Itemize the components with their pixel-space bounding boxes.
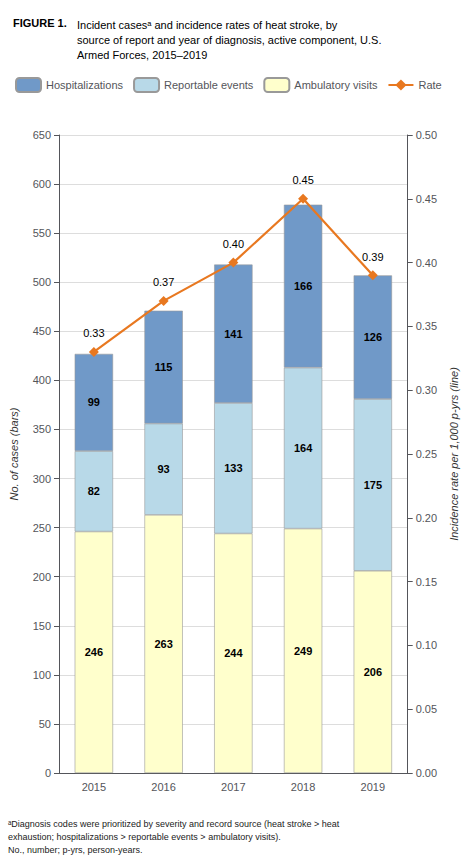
svg-text:2018: 2018	[291, 781, 315, 793]
svg-text:ᵃDiagnosis codes were prioriti: ᵃDiagnosis codes were prioritized by sev…	[8, 819, 340, 829]
svg-text:200: 200	[33, 571, 51, 583]
svg-text:206: 206	[364, 666, 382, 678]
svg-text:82: 82	[88, 485, 100, 497]
svg-text:0.15: 0.15	[416, 576, 437, 588]
svg-text:126: 126	[364, 331, 382, 343]
svg-text:93: 93	[157, 463, 169, 475]
svg-text:0.33: 0.33	[83, 327, 104, 339]
svg-text:0.35: 0.35	[416, 320, 437, 332]
svg-text:50: 50	[39, 718, 51, 730]
svg-text:246: 246	[85, 646, 103, 658]
svg-text:0.10: 0.10	[416, 639, 437, 651]
svg-text:115: 115	[155, 361, 173, 373]
svg-text:0.30: 0.30	[416, 384, 437, 396]
svg-text:0.39: 0.39	[362, 251, 383, 263]
svg-text:0.05: 0.05	[416, 703, 437, 715]
svg-text:Reportable events: Reportable events	[164, 79, 254, 91]
svg-text:500: 500	[33, 276, 51, 288]
svg-text:133: 133	[224, 462, 242, 474]
svg-text:0.45: 0.45	[416, 193, 437, 205]
svg-text:Ambulatory visits: Ambulatory visits	[294, 79, 378, 91]
svg-text:0.25: 0.25	[416, 448, 437, 460]
svg-text:244: 244	[224, 647, 243, 659]
svg-text:175: 175	[364, 479, 382, 491]
svg-text:650: 650	[33, 129, 51, 141]
svg-text:300: 300	[33, 473, 51, 485]
svg-text:Incident casesᵃ and incidence: Incident casesᵃ and incidence rates of h…	[77, 19, 338, 31]
svg-text:0.45: 0.45	[292, 174, 313, 186]
svg-text:0.20: 0.20	[416, 512, 437, 524]
svg-text:164: 164	[294, 442, 313, 454]
svg-text:0.50: 0.50	[416, 129, 437, 141]
svg-text:350: 350	[33, 423, 51, 435]
svg-text:0.40: 0.40	[416, 257, 437, 269]
svg-text:100: 100	[33, 669, 51, 681]
svg-text:0.00: 0.00	[416, 767, 437, 779]
svg-text:600: 600	[33, 178, 51, 190]
svg-text:250: 250	[33, 522, 51, 534]
svg-text:No. of cases (bars): No. of cases (bars)	[8, 407, 20, 500]
svg-text:Incidence rate per 1,000 p-yrs: Incidence rate per 1,000 p-yrs (line)	[448, 367, 460, 541]
svg-text:0: 0	[45, 767, 51, 779]
svg-text:141: 141	[224, 328, 242, 340]
svg-text:0.40: 0.40	[223, 238, 244, 250]
svg-text:263: 263	[154, 638, 172, 650]
svg-text:Hospitalizations: Hospitalizations	[46, 79, 124, 91]
svg-text:Rate: Rate	[418, 79, 441, 91]
svg-text:FIGURE 1.: FIGURE 1.	[13, 17, 67, 29]
svg-text:exhaustion; hospitalizations >: exhaustion; hospitalizations > reportabl…	[8, 832, 281, 842]
svg-text:150: 150	[33, 620, 51, 632]
svg-text:550: 550	[33, 227, 51, 239]
svg-text:249: 249	[294, 645, 312, 657]
svg-text:0.37: 0.37	[153, 276, 174, 288]
svg-text:450: 450	[33, 325, 51, 337]
svg-text:Armed Forces, 2015–2019: Armed Forces, 2015–2019	[77, 49, 207, 61]
svg-text:400: 400	[33, 374, 51, 386]
svg-text:source of report and year of d: source of report and year of diagnosis, …	[77, 34, 382, 46]
svg-text:2015: 2015	[82, 781, 106, 793]
svg-text:2016: 2016	[151, 781, 175, 793]
svg-text:166: 166	[294, 280, 312, 292]
svg-text:2019: 2019	[361, 781, 385, 793]
svg-text:No., number; p-yrs, person-yea: No., number; p-yrs, person-years.	[8, 845, 143, 855]
svg-text:2017: 2017	[221, 781, 245, 793]
svg-text:99: 99	[88, 396, 100, 408]
